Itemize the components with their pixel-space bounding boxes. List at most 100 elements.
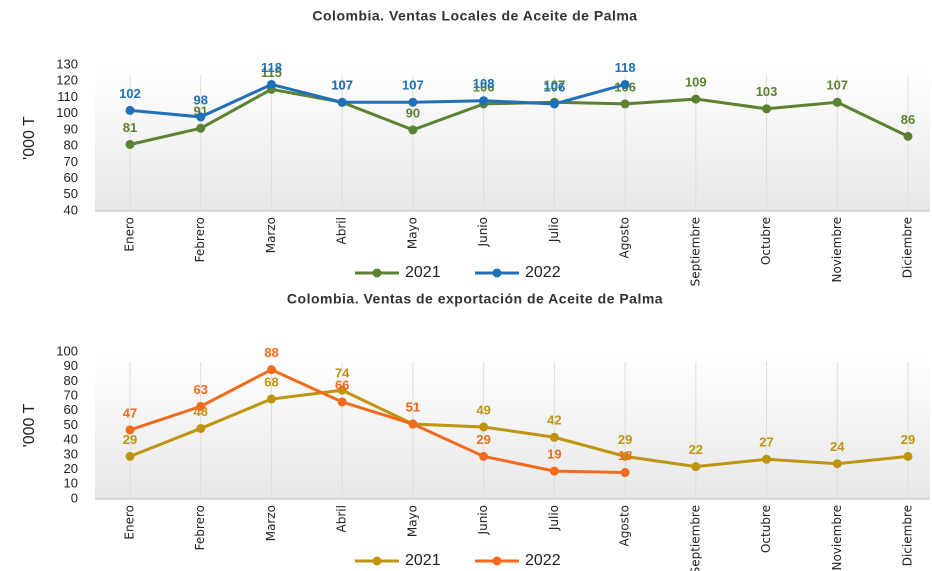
data-point <box>196 401 206 411</box>
data-point <box>408 97 418 107</box>
y-tick-label: 50 <box>64 186 78 201</box>
chart-title: Colombia. Ventas de exportación de Aceit… <box>287 291 663 307</box>
y-tick-label: 0 <box>71 490 78 505</box>
data-point <box>691 94 701 104</box>
x-tick-label: Enero <box>123 217 137 252</box>
data-label: 49 <box>476 402 490 417</box>
y-tick-label: 100 <box>56 343 78 358</box>
data-label: 29 <box>901 432 915 447</box>
y-tick-label: 80 <box>64 373 78 388</box>
legend-label: 2021 <box>405 264 441 281</box>
data-point <box>691 462 701 472</box>
data-point <box>125 425 135 435</box>
y-tick-label: 60 <box>64 170 78 185</box>
x-tick-label: Agosto <box>618 505 632 546</box>
data-label: 47 <box>123 405 137 420</box>
x-tick-label: Septiembre <box>688 505 702 571</box>
plot-background <box>95 352 930 499</box>
data-label: 103 <box>756 84 778 99</box>
data-label: 68 <box>264 374 278 389</box>
y-tick-label: 40 <box>64 202 78 217</box>
data-label: 107 <box>331 78 353 93</box>
data-label: 90 <box>406 105 420 120</box>
data-point <box>337 397 347 407</box>
data-label: 18 <box>618 448 632 463</box>
x-tick-label: Marzo <box>264 505 278 541</box>
data-point <box>125 139 135 149</box>
x-tick-label: Marzo <box>264 217 278 253</box>
plot-background <box>95 65 930 211</box>
y-tick-label: 10 <box>64 476 78 491</box>
legend-marker <box>372 556 382 566</box>
data-point <box>125 451 135 461</box>
y-tick-label: 70 <box>64 388 78 403</box>
data-label: 107 <box>331 78 353 93</box>
data-point <box>479 451 489 461</box>
y-tick-label: 70 <box>64 154 78 169</box>
data-point <box>762 454 772 464</box>
data-label: 109 <box>685 75 707 90</box>
data-label: 51 <box>406 399 420 414</box>
data-label: 24 <box>830 439 845 454</box>
data-point <box>337 385 347 395</box>
y-tick-label: 120 <box>56 73 78 88</box>
chart-title: Colombia. Ventas Locales de Aceite de Pa… <box>312 8 637 24</box>
data-point <box>832 97 842 107</box>
data-point <box>620 99 630 109</box>
data-label: 63 <box>193 382 207 397</box>
legend-marker <box>372 268 382 278</box>
x-tick-label: Octubre <box>759 505 773 553</box>
y-tick-label: 80 <box>64 138 78 153</box>
data-label: 66 <box>335 377 349 392</box>
data-point <box>479 422 489 432</box>
data-point <box>196 112 206 122</box>
data-point <box>903 131 913 141</box>
x-tick-label: Abril <box>335 217 349 244</box>
data-label: 29 <box>618 432 632 447</box>
data-point <box>479 96 489 106</box>
x-tick-label: Noviembre <box>830 217 844 283</box>
legend-marker <box>492 556 502 566</box>
y-tick-label: 130 <box>56 56 78 71</box>
data-label: 29 <box>476 432 490 447</box>
x-tick-label: Febrero <box>193 217 207 262</box>
data-point <box>620 79 630 89</box>
data-point <box>266 365 276 375</box>
data-point <box>408 419 418 429</box>
data-point <box>903 451 913 461</box>
legend-label: 2022 <box>525 552 561 569</box>
data-point <box>408 125 418 135</box>
series-line <box>129 388 909 469</box>
x-tick-label: Mayo <box>405 217 419 249</box>
data-label: 19 <box>547 447 561 462</box>
data-point <box>549 99 559 109</box>
data-label: 108 <box>473 76 495 91</box>
x-tick-label: Diciembre <box>901 505 915 566</box>
data-point <box>549 432 559 442</box>
y-tick-label: 60 <box>64 402 78 417</box>
y-axis-label: '000 T <box>21 403 38 447</box>
data-label: 106 <box>544 79 566 94</box>
data-label: 98 <box>193 92 207 107</box>
data-point <box>762 104 772 114</box>
data-label: 86 <box>901 112 915 127</box>
y-tick-label: 40 <box>64 432 78 447</box>
series-line <box>129 367 626 475</box>
series-line <box>129 82 626 119</box>
data-label: 115 <box>261 65 282 80</box>
x-tick-label: Mayo <box>405 505 419 537</box>
x-tick-label: Septiembre <box>688 217 702 286</box>
data-point <box>620 451 630 461</box>
x-tick-label: Noviembre <box>830 505 844 571</box>
legend-label: 2021 <box>405 552 441 569</box>
y-tick-label: 90 <box>64 358 78 373</box>
legend-label: 2022 <box>525 264 561 281</box>
x-tick-label: Julio <box>547 505 561 531</box>
data-label: 118 <box>261 60 282 75</box>
data-label: 29 <box>123 432 137 447</box>
legend-marker <box>492 268 502 278</box>
data-point <box>196 423 206 433</box>
y-tick-label: 20 <box>64 461 78 476</box>
x-tick-label: Junio <box>476 505 490 535</box>
x-tick-label: Julio <box>547 217 561 243</box>
